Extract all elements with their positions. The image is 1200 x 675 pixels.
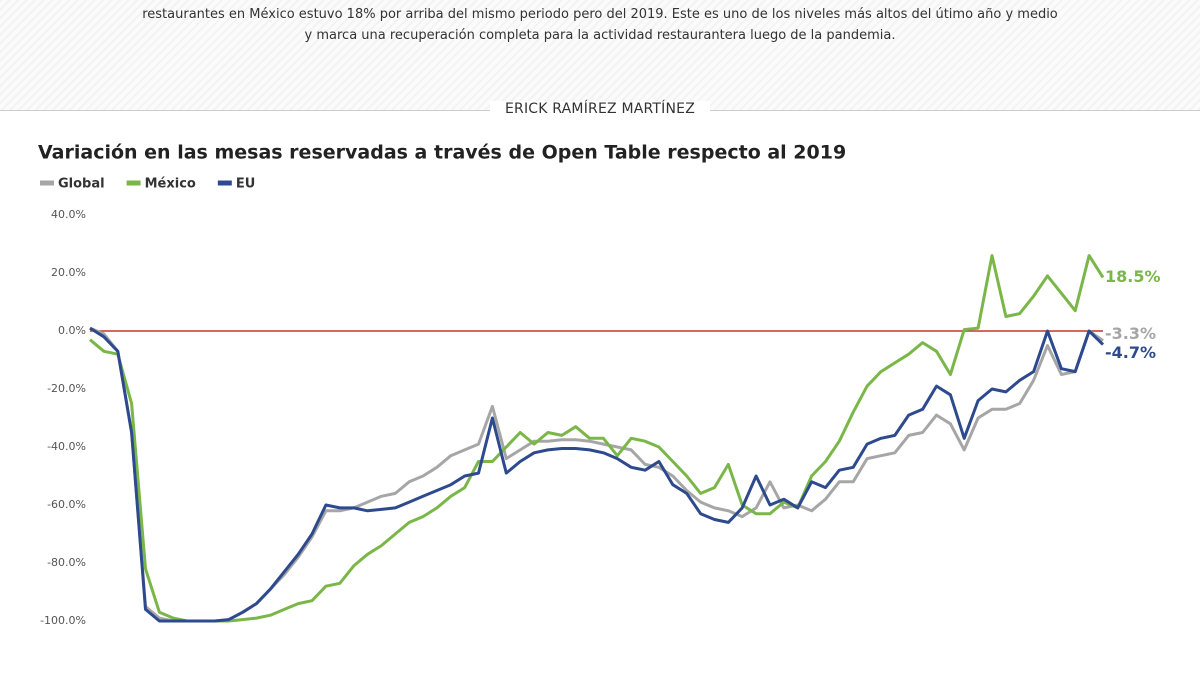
legend-label: Global [58,177,105,192]
y-tick-label: -80.0% [47,556,86,569]
y-tick-label: -40.0% [47,440,86,453]
header-background [0,0,1200,110]
y-tick-label: 20.0% [51,266,86,279]
y-tick-label: -60.0% [47,498,86,511]
author: ERICK RAMÍREZ MARTÍNEZ [490,101,710,117]
intro-line: y marca una recuperación completa para l… [304,28,896,43]
series-line [89,326,1105,623]
end-label: -4.7% [1105,343,1156,362]
series-line [89,254,1105,623]
chart-title: Variación en las mesas reservadas a trav… [38,142,846,164]
y-tick-label: 40.0% [51,208,86,221]
legend-label: EU [236,177,255,192]
end-label: -3.3% [1105,324,1156,343]
y-tick-label: -20.0% [47,382,86,395]
intro-line: restaurantes en México estuvo 18% por ar… [142,7,1058,22]
y-tick-label: 0.0% [58,324,86,337]
end-label: 18.5% [1105,267,1161,286]
legend-label: México [145,177,196,192]
y-tick-label: -100.0% [40,614,86,627]
